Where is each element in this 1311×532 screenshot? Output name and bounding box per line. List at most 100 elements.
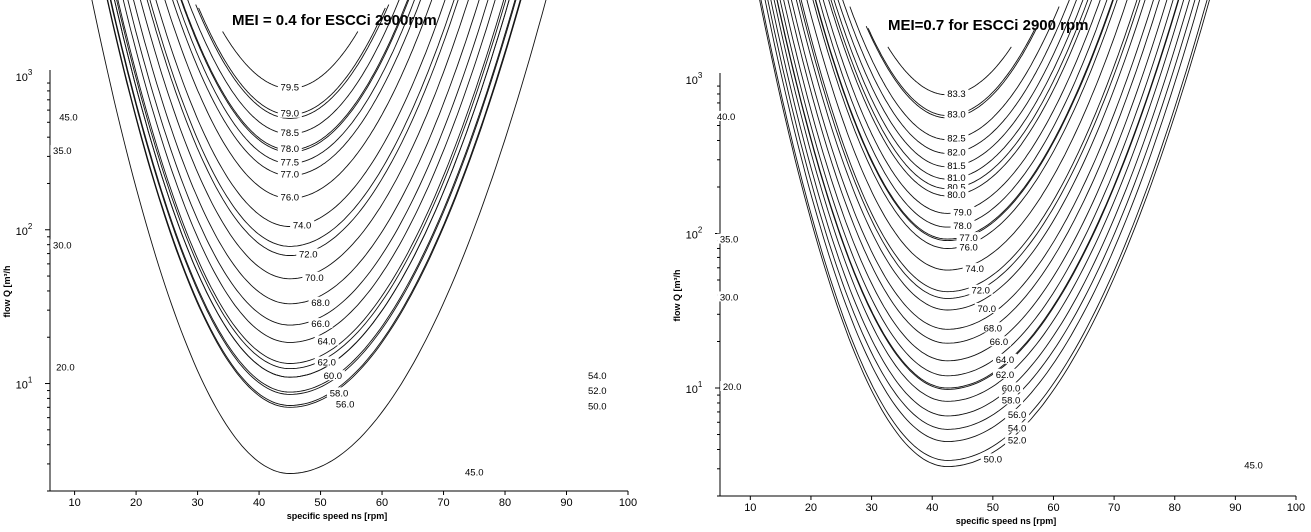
- contour-label: 64.0: [996, 355, 1015, 366]
- contour-label: 62.0: [317, 357, 336, 368]
- contour-label-bg: [944, 188, 969, 199]
- contour-line: [127, 0, 489, 326]
- contour-label: 81.0: [947, 173, 966, 184]
- y-axis-label: flow Q [m³/h: [2, 266, 12, 318]
- contour-label-bg: [962, 263, 987, 274]
- contour-label-bg: [308, 318, 333, 329]
- contour-label: 30.0: [720, 292, 739, 303]
- contour-label-bg: [992, 353, 1017, 364]
- x-tick-label: 20: [130, 497, 142, 509]
- contour-label: 66.0: [990, 337, 1009, 348]
- contour-label-bg: [999, 394, 1024, 405]
- contour-label-bg: [277, 81, 302, 92]
- contour-label: 20.0: [56, 363, 75, 374]
- contour-label-bg: [956, 241, 981, 252]
- contour-label: 45.0: [465, 467, 484, 478]
- contour-label-bg: [308, 296, 333, 307]
- contour-label: 78.5: [281, 128, 300, 139]
- contour-label: 77.0: [281, 170, 300, 181]
- contour-label: 30.0: [53, 240, 72, 251]
- x-tick-label: 10: [68, 497, 80, 509]
- contour-label-bg: [950, 206, 975, 217]
- contour-label-bg: [1005, 422, 1030, 433]
- contour-label-bg: [277, 168, 302, 179]
- contour-label-bg: [585, 400, 610, 411]
- x-tick-label: 10: [744, 502, 756, 514]
- x-tick-label: 40: [926, 502, 938, 514]
- contour-line: [770, 0, 1190, 417]
- x-tick-label: 50: [987, 502, 999, 514]
- contour-label-bg: [314, 356, 339, 367]
- x-tick-label: 60: [376, 497, 388, 509]
- contour-label: 35.0: [53, 146, 72, 157]
- contour-line: [776, 0, 1179, 389]
- y-tick-label: 101: [686, 380, 703, 396]
- contour-label: 54.0: [1008, 423, 1027, 434]
- contour-line: [195, 4, 390, 119]
- contour-label-bg: [327, 387, 351, 398]
- x-tick-label: 70: [1108, 502, 1120, 514]
- contour-label-bg: [999, 382, 1024, 393]
- contour-line: [760, 0, 1208, 461]
- contour-label: 52.0: [588, 386, 607, 397]
- contour-line: [117, 0, 505, 364]
- contour-label: 83.0: [947, 110, 966, 121]
- contour-label: 77.5: [281, 157, 300, 168]
- contour-label: 66.0: [311, 319, 330, 330]
- contour-label: 56.0: [336, 399, 355, 410]
- contour-label-bg: [950, 220, 975, 231]
- contour-line: [818, 0, 1108, 228]
- contour-label-bg: [585, 385, 610, 396]
- contour-label-bg: [980, 453, 1005, 464]
- contour-label-bg: [944, 132, 969, 143]
- contour-label-bg: [314, 335, 339, 346]
- contour-label-bg: [714, 110, 739, 121]
- contour-label-bg: [980, 322, 1005, 333]
- contour-label-bg: [1005, 434, 1030, 445]
- x-tick-label: 100: [1287, 502, 1305, 514]
- contour-line: [764, 0, 1201, 443]
- contour-label-bg: [333, 398, 358, 409]
- contour-label-bg: [1241, 459, 1266, 470]
- contour-label: 79.0: [953, 207, 972, 218]
- contour-label: 50.0: [588, 401, 607, 412]
- contour-line: [790, 0, 1154, 330]
- contour-line: [887, 46, 1012, 96]
- x-tick-label: 20: [805, 502, 817, 514]
- x-tick-label: 50: [314, 497, 326, 509]
- contour-label-bg: [50, 239, 75, 250]
- contour-line: [779, 0, 1174, 377]
- contour-lines: [759, 0, 1210, 468]
- contour-line: [133, 0, 480, 305]
- contour-label: 52.0: [1008, 436, 1027, 447]
- chart-title: MEI=0.7 for ESCCi 2900 rpm: [888, 17, 1089, 34]
- contour-label: 70.0: [978, 304, 997, 315]
- contour-label: 78.0: [953, 221, 972, 232]
- chart-panel-mei-07: MEI=0.7 for ESCCi 2900 rpm 10 20 30 40 50 60 7…: [655, 0, 1311, 532]
- contour-label: 78.0: [281, 144, 300, 155]
- x-tick-label: 100: [619, 497, 637, 509]
- contour-label-bg: [944, 172, 969, 183]
- contour-label: 60.0: [1002, 383, 1021, 394]
- contour-label: 64.0: [317, 336, 336, 347]
- contour-line: [812, 0, 1118, 249]
- contour-lines: [91, 0, 547, 474]
- contour-line: [149, 0, 455, 247]
- contour-label: 68.0: [311, 298, 330, 309]
- contour-label-bg: [944, 146, 969, 157]
- contour-line: [773, 0, 1185, 402]
- contour-label-bg: [974, 302, 999, 313]
- contour-label: 76.0: [281, 192, 300, 203]
- x-tick-label: 30: [191, 497, 203, 509]
- contour-label-bg: [717, 233, 742, 244]
- x-tick-label: 90: [1229, 502, 1241, 514]
- contour-label-bg: [1005, 408, 1030, 419]
- contour-line: [787, 0, 1160, 344]
- contour-label: 50.0: [984, 454, 1003, 465]
- contour-label-bg: [56, 111, 81, 122]
- x-tick-label: 90: [560, 497, 572, 509]
- chart-panel-mei-04: MEI = 0.4 for ESCCi 2900rpm 10 20 30 40 50 60…: [0, 0, 650, 532]
- contour-line: [116, 0, 507, 370]
- x-tick-label: 40: [253, 497, 265, 509]
- contour-label: 35.0: [720, 235, 739, 246]
